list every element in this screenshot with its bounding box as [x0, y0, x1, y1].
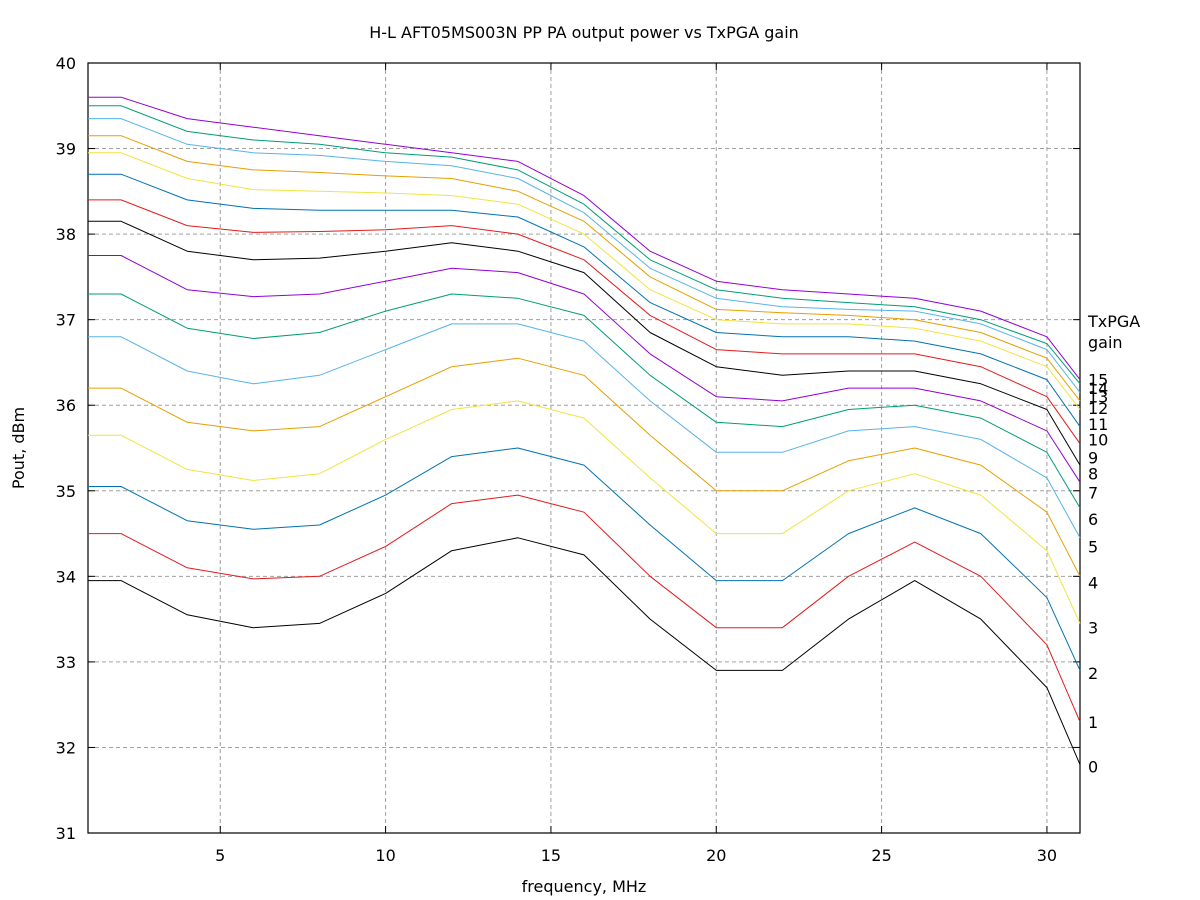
x-tick-label: 15	[541, 846, 561, 865]
gain-label-10: 10	[1088, 430, 1108, 449]
series-line-gain-8	[88, 220, 1081, 466]
gain-label-2: 2	[1088, 664, 1098, 683]
series-line-gain-12	[88, 135, 1081, 402]
series-line-gain-2	[88, 447, 1081, 671]
gain-label-4: 4	[1088, 573, 1098, 592]
series-line-gain-3	[88, 400, 1081, 624]
gain-label-5: 5	[1088, 537, 1098, 556]
y-axis: 31 32 33 34 35 36 37 38 39 40	[56, 54, 1080, 843]
gain-label-0: 0	[1088, 757, 1098, 776]
series-group	[88, 96, 1081, 765]
gain-label-1: 1	[1088, 713, 1098, 732]
gain-label-9: 9	[1088, 448, 1098, 467]
gain-label-7: 7	[1088, 483, 1098, 502]
gain-label-14: 14	[1088, 379, 1108, 398]
y-tick-label: 36	[56, 396, 76, 415]
grid	[88, 63, 1080, 833]
series-line-gain-15	[88, 96, 1081, 380]
series-line-gain-7	[88, 255, 1081, 483]
y-tick-label: 31	[56, 824, 76, 843]
series-line-gain-10	[88, 173, 1081, 427]
y-tick-label: 35	[56, 482, 76, 501]
y-tick-label: 39	[56, 140, 76, 159]
gain-label-8: 8	[1088, 465, 1098, 484]
chart-title: H-L AFT05MS003N PP PA output power vs Tx…	[369, 23, 799, 42]
legend-title-line1: TxPGA	[1087, 312, 1140, 331]
y-tick-label: 37	[56, 311, 76, 330]
x-tick-label: 20	[706, 846, 726, 865]
x-tick-label: 10	[375, 846, 395, 865]
gain-label-11: 11	[1088, 415, 1108, 434]
gain-label-13: 13	[1088, 388, 1108, 407]
y-tick-label: 40	[56, 54, 76, 73]
y-tick-label: 34	[56, 567, 76, 586]
series-line-gain-1	[88, 494, 1081, 722]
x-tick-label: 5	[215, 846, 225, 865]
series-line-gain-14	[88, 105, 1081, 385]
gain-label-3: 3	[1088, 619, 1098, 638]
series-line-gain-11	[88, 152, 1081, 410]
series-line-gain-5	[88, 323, 1081, 539]
y-axis-label: Pout, dBm	[9, 407, 28, 489]
gain-label-6: 6	[1088, 510, 1098, 529]
x-axis: 5 10 15 20 25 30	[215, 63, 1057, 865]
x-axis-label: frequency, MHz	[522, 877, 647, 896]
y-tick-label: 38	[56, 225, 76, 244]
gain-label-12: 12	[1088, 399, 1108, 418]
series-line-gain-6	[88, 293, 1081, 509]
y-tick-label: 32	[56, 738, 76, 757]
legend-title-line2: gain	[1088, 333, 1123, 352]
x-tick-label: 25	[871, 846, 891, 865]
plot-frame	[87, 62, 1081, 834]
series-line-gain-0	[88, 537, 1081, 765]
x-tick-label: 30	[1037, 846, 1057, 865]
gain-label-15: 15	[1088, 371, 1108, 390]
series-line-gain-4	[88, 357, 1081, 577]
series-line-gain-13	[88, 118, 1081, 393]
series-line-gain-9	[88, 199, 1081, 444]
y-tick-label: 33	[56, 653, 76, 672]
